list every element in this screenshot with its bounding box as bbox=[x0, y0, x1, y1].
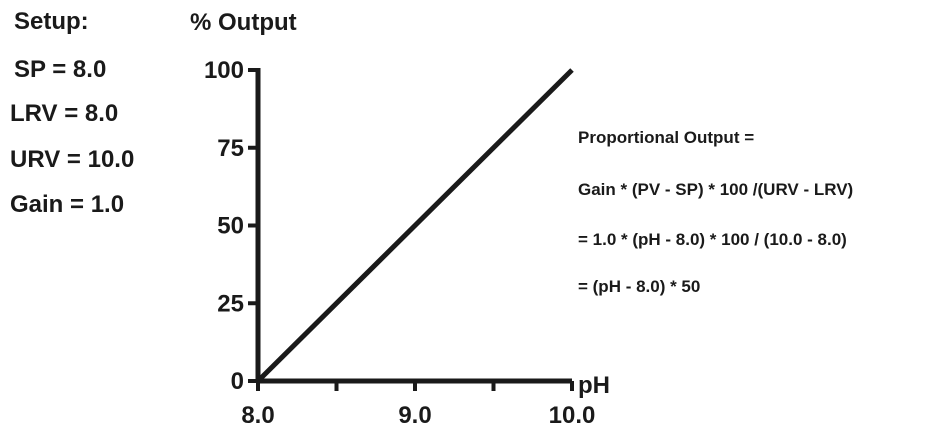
y-tick-label: 50 bbox=[217, 213, 244, 240]
formula-line-3: = 1.0 * (pH - 8.0) * 100 / (10.0 - 8.0) bbox=[578, 230, 847, 249]
y-ticks: 0 25 50 75 100 bbox=[204, 57, 258, 395]
y-axis-title: % Output bbox=[190, 9, 297, 36]
setup-heading: Setup: bbox=[14, 8, 89, 35]
series-line bbox=[256, 68, 574, 383]
x-tick-label: 9.0 bbox=[398, 402, 431, 429]
x-tick-label: 8.0 bbox=[241, 402, 274, 429]
formula-line-1: Proportional Output = bbox=[578, 128, 755, 147]
setup-lrv: LRV = 8.0 bbox=[10, 100, 119, 127]
formula-line-2: Gain * (PV - SP) * 100 /(URV - LRV) bbox=[578, 180, 854, 199]
formula-line-4: = (pH - 8.0) * 50 bbox=[578, 277, 701, 296]
setup-urv: URV = 10.0 bbox=[10, 146, 135, 173]
setup-sp: SP = 8.0 bbox=[14, 56, 107, 83]
y-tick-label: 100 bbox=[204, 57, 244, 84]
y-tick-label: 25 bbox=[217, 290, 244, 317]
x-ticks: 8.0 9.0 10.0 bbox=[241, 381, 595, 429]
x-tick-label: 10.0 bbox=[549, 402, 596, 429]
setup-gain: Gain = 1.0 bbox=[10, 191, 125, 218]
series-layer bbox=[256, 68, 574, 383]
y-tick-label: 75 bbox=[217, 135, 244, 162]
x-axis-title: pH bbox=[578, 372, 610, 399]
y-tick-label: 0 bbox=[231, 368, 244, 395]
